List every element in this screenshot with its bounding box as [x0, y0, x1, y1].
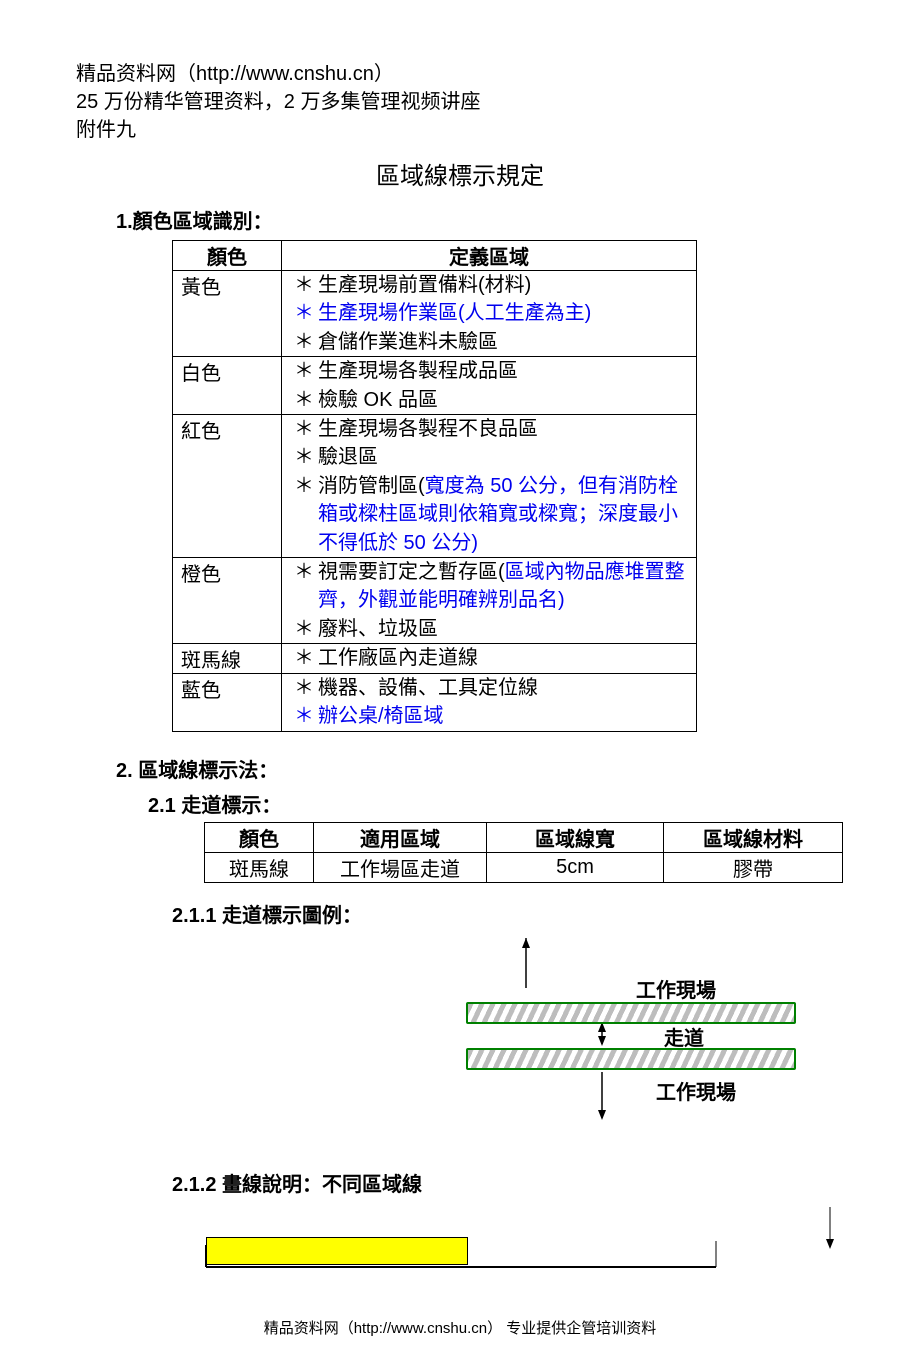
definition-text: 生產現場各製程不良品區 [318, 415, 538, 443]
mt-r1c1: 斑馬線 [205, 852, 314, 882]
definition-item: ＊生產現場各製程成品區 [290, 357, 688, 385]
definition-item: ＊檢驗 OK 品區 [290, 386, 688, 414]
definition-text: 機器、設備、工具定位線 [318, 674, 538, 702]
asterisk-icon: ＊ [290, 702, 318, 730]
definition-text: 生產現場前置備料(材料) [318, 271, 531, 299]
asterisk-icon: ＊ [290, 558, 318, 586]
diagram-label-mid: 走道 [664, 1022, 704, 1051]
mt-h2: 適用區域 [314, 822, 487, 852]
page-footer: 精品资料网（http://www.cnshu.cn） 专业提供企管培训资料 [76, 1317, 844, 1338]
zebra-bar-bottom [466, 1048, 796, 1070]
section-2-heading: 2. 區域線標示法： [116, 754, 844, 783]
asterisk-icon: ＊ [290, 674, 318, 702]
walkway-diagram: 工作現場 走道 工作現場 [406, 938, 816, 1138]
definition-text: 廢料、垃圾區 [318, 615, 438, 643]
definition-cell: ＊機器、設備、工具定位線＊辦公桌/椅區域 [282, 674, 697, 732]
th-definition: 定義區域 [282, 241, 697, 271]
definition-text: 倉儲作業進料未驗區 [318, 328, 498, 356]
asterisk-icon: ＊ [290, 615, 318, 643]
definition-item: ＊辦公桌/椅區域 [290, 702, 688, 730]
asterisk-icon: ＊ [290, 299, 318, 327]
definition-text: 視需要訂定之暫存區(區域內物品應堆置整齊，外觀並能明確辨別品名) [318, 558, 688, 615]
definition-item: ＊視需要訂定之暫存區(區域內物品應堆置整齊，外觀並能明確辨別品名) [290, 558, 688, 615]
color-cell: 紅色 [173, 414, 282, 557]
section-2-1-1-heading: 2.1.1 走道標示圖例： [172, 899, 844, 928]
yellow-region-block [206, 1237, 468, 1265]
definition-text: 檢驗 OK 品區 [318, 386, 438, 414]
definition-item: ＊消防管制區(寬度為 50 公分，但有消防栓箱或樑柱區域則依箱寬或樑寬；深度最小… [290, 472, 688, 557]
definition-text: 消防管制區(寬度為 50 公分，但有消防栓箱或樑柱區域則依箱寬或樑寬；深度最小不… [318, 472, 688, 557]
diagram-arrows [406, 938, 816, 1138]
diagram-label-bot: 工作現場 [656, 1076, 736, 1105]
document-title: 區域線標示規定 [76, 156, 844, 191]
zebra-bar-top [466, 1002, 796, 1024]
definition-item: ＊機器、設備、工具定位線 [290, 674, 688, 702]
asterisk-icon: ＊ [290, 415, 318, 443]
asterisk-icon: ＊ [290, 328, 318, 356]
color-cell: 白色 [173, 357, 282, 415]
definition-item: ＊工作廠區內走道線 [290, 644, 688, 672]
definition-cell: ＊生產現場各製程成品區＊檢驗 OK 品區 [282, 357, 697, 415]
definition-text: 工作廠區內走道線 [318, 644, 478, 672]
line-drawing-diagram [76, 1207, 844, 1287]
definition-text: 生產現場作業區(人工生產為主) [318, 299, 591, 327]
definition-item: ＊生產現場作業區(人工生產為主) [290, 299, 688, 327]
th-color: 顏色 [173, 241, 282, 271]
asterisk-icon: ＊ [290, 472, 318, 500]
section-2-1-2-heading: 2.1.2 畫線說明：不同區域線 [172, 1168, 844, 1197]
header-line-1: 精品资料网（http://www.cnshu.cn） [76, 60, 844, 88]
color-cell: 斑馬線 [173, 644, 282, 674]
definition-item: ＊廢料、垃圾區 [290, 615, 688, 643]
header-line-2: 25 万份精华管理资料，2 万多集管理视频讲座 [76, 88, 844, 116]
definition-cell: ＊視需要訂定之暫存區(區域內物品應堆置整齊，外觀並能明確辨別品名)＊廢料、垃圾區 [282, 557, 697, 643]
asterisk-icon: ＊ [290, 443, 318, 471]
mt-r1c3: 5cm [487, 852, 664, 882]
asterisk-icon: ＊ [290, 271, 318, 299]
mt-h3: 區域線寬 [487, 822, 664, 852]
section-1-heading: 1.顏色區域識別： [116, 205, 844, 234]
color-definition-table: 顏色 定義區域 黃色＊生產現場前置備料(材料)＊生產現場作業區(人工生產為主)＊… [172, 240, 697, 732]
definition-item: ＊生產現場各製程不良品區 [290, 415, 688, 443]
asterisk-icon: ＊ [290, 386, 318, 414]
mt-h1: 顏色 [205, 822, 314, 852]
mt-r1c4: 膠帶 [664, 852, 843, 882]
definition-cell: ＊生產現場各製程不良品區＊驗退區＊消防管制區(寬度為 50 公分，但有消防栓箱或… [282, 414, 697, 557]
definition-text: 辦公桌/椅區域 [318, 702, 444, 730]
definition-item: ＊驗退區 [290, 443, 688, 471]
header-line-3: 附件九 [76, 116, 844, 144]
definition-item: ＊倉儲作業進料未驗區 [290, 328, 688, 356]
mt-r1c2: 工作場區走道 [314, 852, 487, 882]
section-2-1-heading: 2.1 走道標示： [148, 789, 844, 818]
color-cell: 橙色 [173, 557, 282, 643]
asterisk-icon: ＊ [290, 644, 318, 672]
mark-table: 顏色 適用區域 區域線寬 區域線材料 斑馬線 工作場區走道 5cm 膠帶 [204, 822, 843, 883]
mt-h4: 區域線材料 [664, 822, 843, 852]
definition-text: 驗退區 [318, 443, 378, 471]
definition-cell: ＊工作廠區內走道線 [282, 644, 697, 674]
color-cell: 藍色 [173, 674, 282, 732]
asterisk-icon: ＊ [290, 357, 318, 385]
definition-text: 生產現場各製程成品區 [318, 357, 518, 385]
color-cell: 黃色 [173, 271, 282, 357]
definition-cell: ＊生產現場前置備料(材料)＊生產現場作業區(人工生產為主)＊倉儲作業進料未驗區 [282, 271, 697, 357]
document-page: 精品资料网（http://www.cnshu.cn） 25 万份精华管理资料，2… [0, 0, 920, 1368]
diagram-label-top: 工作現場 [636, 974, 716, 1003]
definition-item: ＊生產現場前置備料(材料) [290, 271, 688, 299]
